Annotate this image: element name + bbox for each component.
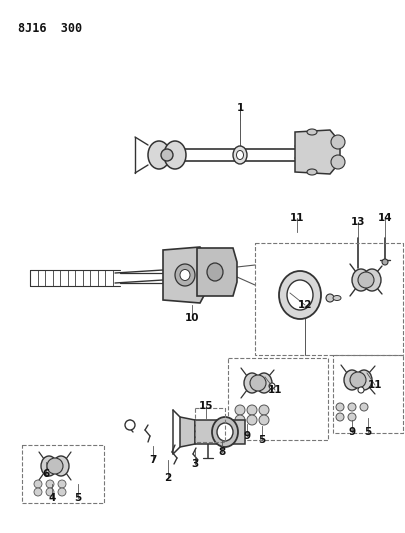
- Circle shape: [326, 294, 334, 302]
- Bar: [228, 358, 328, 440]
- Ellipse shape: [175, 264, 195, 286]
- Text: 5: 5: [258, 435, 266, 445]
- Text: 9: 9: [348, 427, 356, 437]
- Circle shape: [247, 405, 257, 415]
- Text: 5: 5: [75, 493, 82, 503]
- Circle shape: [336, 413, 344, 421]
- Polygon shape: [163, 247, 207, 303]
- Circle shape: [46, 488, 54, 496]
- Ellipse shape: [237, 150, 243, 159]
- Circle shape: [350, 372, 366, 388]
- Polygon shape: [180, 417, 195, 447]
- Text: 5: 5: [364, 427, 372, 437]
- Ellipse shape: [333, 295, 341, 301]
- Polygon shape: [295, 130, 340, 174]
- Text: 9: 9: [243, 431, 251, 441]
- Circle shape: [331, 135, 345, 149]
- Bar: [255, 243, 403, 355]
- Circle shape: [269, 383, 275, 389]
- Polygon shape: [197, 248, 237, 296]
- Ellipse shape: [53, 456, 69, 476]
- Ellipse shape: [148, 141, 170, 169]
- Text: 14: 14: [378, 213, 392, 223]
- Ellipse shape: [356, 370, 372, 390]
- Ellipse shape: [164, 141, 186, 169]
- Polygon shape: [195, 420, 245, 444]
- Bar: [195, 408, 225, 442]
- Circle shape: [235, 405, 245, 415]
- Circle shape: [358, 272, 374, 288]
- Circle shape: [348, 403, 356, 411]
- Circle shape: [259, 415, 269, 425]
- Circle shape: [360, 403, 368, 411]
- Circle shape: [58, 488, 66, 496]
- Ellipse shape: [307, 169, 317, 175]
- Circle shape: [336, 403, 344, 411]
- Text: 11: 11: [368, 380, 382, 390]
- Circle shape: [34, 488, 42, 496]
- Text: 4: 4: [48, 493, 55, 503]
- Ellipse shape: [279, 271, 321, 319]
- Ellipse shape: [363, 269, 381, 291]
- Circle shape: [382, 259, 388, 265]
- Circle shape: [47, 458, 63, 474]
- Text: 8J16  300: 8J16 300: [18, 22, 82, 35]
- Circle shape: [125, 420, 135, 430]
- Ellipse shape: [161, 149, 173, 161]
- Circle shape: [58, 480, 66, 488]
- Circle shape: [250, 375, 266, 391]
- Ellipse shape: [244, 373, 260, 393]
- Text: 13: 13: [351, 217, 365, 227]
- Bar: [333, 355, 403, 433]
- Text: 8: 8: [218, 447, 226, 457]
- Ellipse shape: [217, 423, 233, 441]
- Circle shape: [46, 480, 54, 488]
- Circle shape: [348, 413, 356, 421]
- Circle shape: [259, 405, 269, 415]
- Ellipse shape: [41, 456, 57, 476]
- Text: 12: 12: [298, 300, 312, 310]
- Circle shape: [358, 387, 364, 393]
- Text: 7: 7: [149, 455, 157, 465]
- Ellipse shape: [287, 280, 313, 310]
- Text: 3: 3: [192, 459, 198, 469]
- Circle shape: [34, 480, 42, 488]
- Ellipse shape: [307, 129, 317, 135]
- Ellipse shape: [212, 417, 238, 447]
- Text: 6: 6: [43, 469, 50, 479]
- Ellipse shape: [352, 269, 370, 291]
- Text: 10: 10: [185, 313, 199, 323]
- Text: 2: 2: [164, 473, 172, 483]
- Circle shape: [331, 155, 345, 169]
- Ellipse shape: [207, 263, 223, 281]
- Text: 15: 15: [199, 401, 213, 411]
- Text: 11: 11: [268, 385, 282, 395]
- Ellipse shape: [180, 270, 190, 280]
- Ellipse shape: [233, 146, 247, 164]
- Ellipse shape: [344, 370, 360, 390]
- Text: 11: 11: [290, 213, 304, 223]
- Bar: [22, 445, 104, 503]
- Ellipse shape: [256, 373, 272, 393]
- Circle shape: [235, 415, 245, 425]
- Text: 1: 1: [237, 103, 244, 113]
- Circle shape: [247, 415, 257, 425]
